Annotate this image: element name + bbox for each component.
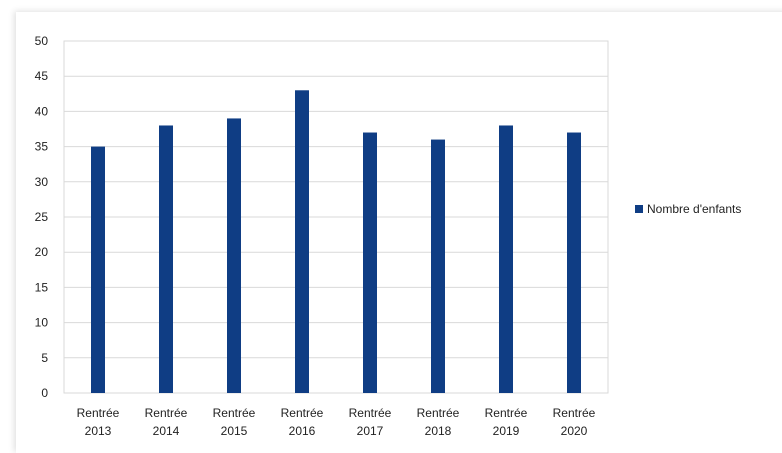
x-tick-label: 2013 <box>85 424 112 438</box>
x-tick-label: 2014 <box>153 424 180 438</box>
bar <box>363 132 377 393</box>
bar <box>227 118 241 393</box>
x-tick-label: Rentrée <box>213 406 256 420</box>
y-tick-label: 0 <box>41 386 48 400</box>
bar <box>91 146 105 393</box>
y-tick-label: 20 <box>35 245 49 259</box>
x-tick-label: Rentrée <box>77 406 120 420</box>
y-tick-label: 45 <box>35 69 49 83</box>
legend-swatch <box>635 205 643 213</box>
bar <box>431 139 445 393</box>
x-tick-label: 2017 <box>357 424 384 438</box>
legend: Nombre d'enfants <box>635 202 741 216</box>
x-tick-label: Rentrée <box>281 406 324 420</box>
y-tick-label: 10 <box>35 316 49 330</box>
x-tick-label: Rentrée <box>485 406 528 420</box>
x-tick-label: Rentrée <box>553 406 596 420</box>
legend-label: Nombre d'enfants <box>647 202 742 216</box>
y-tick-label: 15 <box>35 280 49 294</box>
bar <box>567 132 581 393</box>
x-tick-label: Rentrée <box>349 406 392 420</box>
y-tick-label: 40 <box>35 104 49 118</box>
y-tick-label: 35 <box>35 140 49 154</box>
plot-area <box>63 40 609 394</box>
bar <box>295 90 309 393</box>
bar <box>159 125 173 393</box>
x-tick-label: 2019 <box>493 424 520 438</box>
x-tick-label: 2020 <box>561 424 588 438</box>
bar <box>499 125 513 393</box>
x-tick-label: Rentrée <box>145 406 188 420</box>
y-tick-label: 30 <box>35 175 49 189</box>
x-tick-label: Rentrée <box>417 406 460 420</box>
y-tick-label: 25 <box>35 210 49 224</box>
x-tick-label: 2016 <box>289 424 316 438</box>
x-tick-label: 2015 <box>221 424 248 438</box>
x-tick-label: 2018 <box>425 424 452 438</box>
y-tick-label: 5 <box>41 351 48 365</box>
chart-card <box>16 12 782 453</box>
y-tick-label: 50 <box>35 34 49 48</box>
